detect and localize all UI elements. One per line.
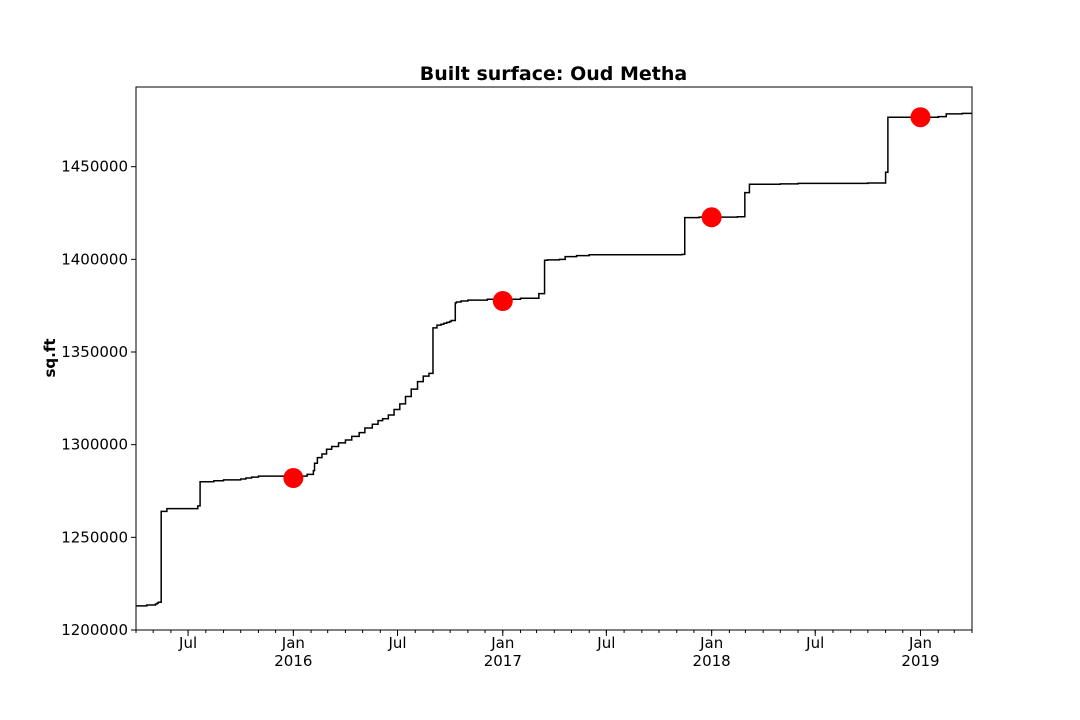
y-axis-label: sq.ft (41, 338, 59, 377)
y-tick-label: 1450000 (61, 158, 128, 176)
y-tick-label: 1350000 (61, 343, 128, 361)
data-point-marker (701, 207, 722, 228)
x-tick-label: Jul (805, 634, 824, 652)
x-tick-year-label: 2017 (484, 652, 522, 670)
data-point-marker (492, 291, 513, 312)
x-tick-year-label: 2018 (693, 652, 731, 670)
plot-frame (135, 86, 973, 631)
axes: 1200000 1250000 1300000 1350000 1400000 14500… (61, 86, 973, 670)
x-tick-label: Jul (178, 634, 197, 652)
x-tick-year-label: 2016 (274, 652, 312, 670)
y-tick-label: 1400000 (61, 250, 128, 268)
plot-area (136, 107, 972, 607)
y-tick-label: 1300000 (61, 436, 128, 454)
data-point-marker (283, 468, 304, 489)
x-tick-label: Jan (699, 634, 723, 652)
data-point-marker (910, 107, 931, 128)
x-tick-label: Jan (281, 634, 305, 652)
x-tick-label: Jul (387, 634, 406, 652)
y-tick-label: 1200000 (61, 621, 128, 639)
x-tick-year-label: 2019 (901, 652, 939, 670)
x-tick-label: Jul (596, 634, 615, 652)
x-tick-label: Jan (490, 634, 514, 652)
x-tick-label: Jan (908, 634, 932, 652)
y-tick-label: 1250000 (61, 528, 128, 546)
series-line (136, 112, 972, 607)
chart-title: Built surface: Oud Metha (420, 63, 688, 85)
